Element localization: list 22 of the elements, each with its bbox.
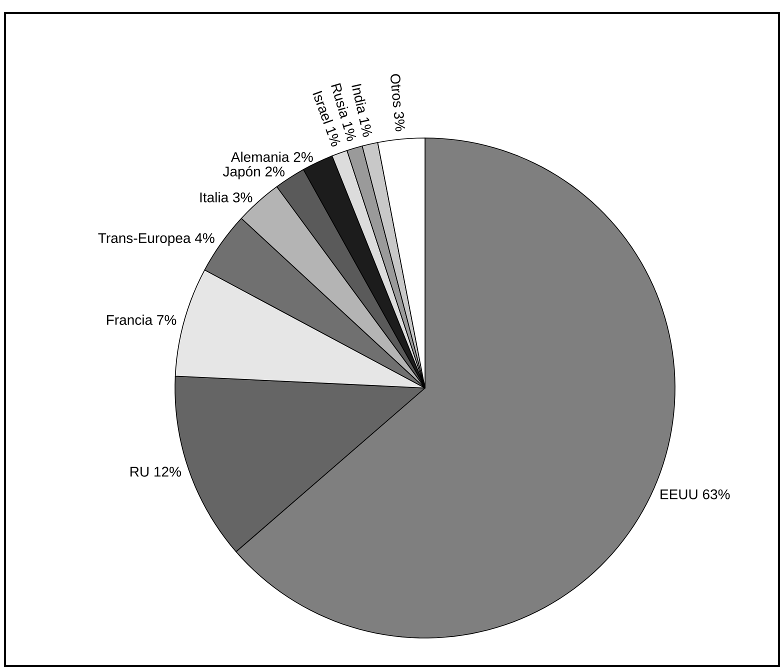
data-label: 2% [294, 152, 313, 162]
data-label: 2% [265, 166, 284, 176]
data-label: 3% [233, 192, 252, 202]
slice-label: Japón [222, 166, 260, 180]
slice-label: Alemania [230, 152, 290, 162]
slice-label: EEUU [660, 490, 698, 500]
data-label: 3% [394, 112, 406, 132]
slice-label: Italia [200, 192, 229, 202]
data-label: 4% [194, 233, 214, 243]
slice-label: Francia [107, 314, 153, 325]
data-label: 1% [326, 127, 340, 146]
slice-label: Otros [390, 74, 401, 108]
slice-label: Israel [312, 90, 334, 124]
slice-label: Rusia [331, 83, 348, 120]
slice-label: India [352, 84, 366, 114]
data-label: 7% [157, 315, 176, 325]
data-label: 1% [359, 118, 372, 137]
data-label: 1% [342, 122, 356, 142]
data-label: 63% [702, 489, 730, 500]
slice-label: Trans-Europea [98, 233, 191, 246]
data-label: 12% [154, 466, 181, 477]
slice-label: RU [130, 466, 148, 477]
